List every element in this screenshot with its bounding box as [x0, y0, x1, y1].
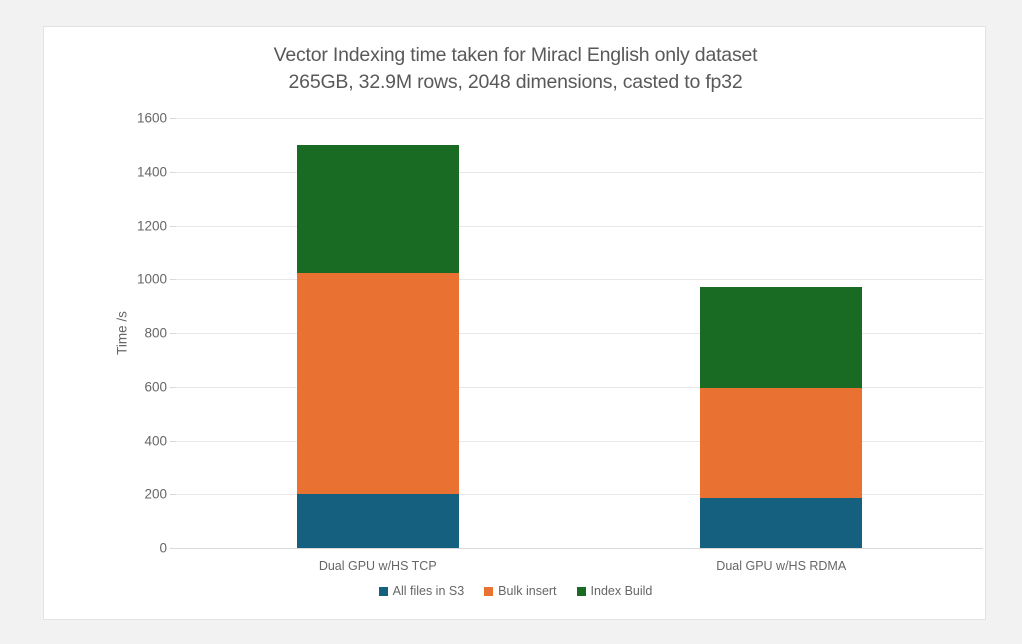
chart-container: Vector Indexing time taken for Miracl En… — [43, 26, 986, 620]
y-axis-tick-label: 1400 — [136, 164, 167, 180]
y-axis-tick-label: 1200 — [136, 218, 167, 233]
chart-legend: All files in S3 Bulk insert Index Build — [44, 584, 987, 598]
legend-label: Index Build — [590, 584, 653, 598]
y-axis-tick-mark — [170, 225, 176, 227]
bar-segment[interactable] — [700, 498, 863, 548]
legend-color-swatch — [378, 586, 388, 596]
y-axis-tick-mark — [170, 440, 176, 442]
y-axis-tick-mark — [170, 279, 176, 281]
y-axis-tick-mark — [170, 548, 176, 549]
chart-title-line-1: Vector Indexing time taken for Miracl En… — [273, 44, 758, 66]
gridline — [176, 494, 983, 496]
x-axis-tick-label: Dual GPU w/HS RDMA — [716, 559, 847, 573]
legend-label: All files in S3 — [392, 584, 465, 598]
gridline — [176, 225, 983, 227]
bar-segment[interactable] — [296, 144, 459, 273]
y-axis-tick-label: 1000 — [136, 271, 167, 287]
legend-item[interactable]: Index Build — [576, 584, 653, 598]
y-axis-tick-label: 0 — [159, 540, 167, 556]
legend-color-swatch — [484, 586, 494, 596]
legend-item[interactable]: All files in S3 — [378, 584, 465, 598]
gridline — [176, 333, 983, 334]
legend-item[interactable]: Bulk insert — [484, 584, 557, 598]
bar-segment[interactable] — [700, 388, 863, 499]
gridline — [176, 171, 983, 173]
bar-segment[interactable] — [296, 272, 459, 495]
y-axis-tick-label: 400 — [144, 433, 167, 448]
legend-color-swatch — [576, 586, 586, 596]
y-axis-title: Time /s — [114, 311, 130, 355]
chart-title: Vector Indexing time taken for Miracl En… — [44, 42, 987, 96]
y-axis-tick-label: 600 — [144, 379, 167, 395]
plot-area: 1600 1400 1200 1000 800 600 400 200 0 Dual GPU w/… — [137, 111, 983, 573]
gridline — [176, 440, 983, 442]
y-axis-tick-mark — [170, 171, 176, 173]
y-axis-tick-label: 1600 — [136, 110, 167, 126]
gridline — [176, 386, 983, 388]
bar-segment[interactable] — [700, 287, 863, 389]
y-axis-tick-label: 800 — [144, 325, 167, 341]
legend-label: Bulk insert — [498, 584, 557, 598]
bar-segment[interactable] — [296, 494, 459, 548]
chart-title-line-2: 265GB, 32.9M rows, 2048 dimensions, cast… — [288, 71, 743, 93]
x-axis-tick-label: Dual GPU w/HS TCP — [318, 559, 437, 573]
gridline — [176, 548, 983, 549]
y-axis-tick-mark — [170, 494, 176, 496]
gridline — [176, 118, 983, 119]
y-axis-tick-mark — [170, 118, 176, 119]
gridline — [176, 279, 983, 281]
y-axis-tick-label: 200 — [144, 486, 167, 502]
y-axis-tick-mark — [170, 333, 176, 334]
y-axis-tick-mark — [170, 386, 176, 388]
